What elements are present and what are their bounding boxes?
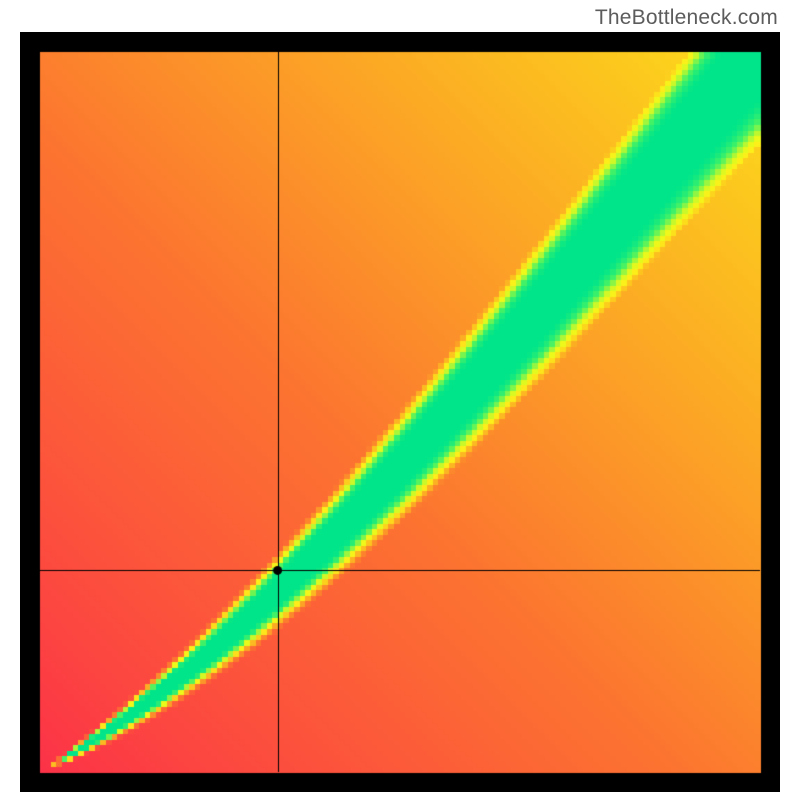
watermark-text: TheBottleneck.com <box>595 6 778 30</box>
heatmap-canvas <box>20 32 780 792</box>
chart-root: TheBottleneck.com <box>0 0 800 800</box>
chart-frame <box>20 32 780 792</box>
